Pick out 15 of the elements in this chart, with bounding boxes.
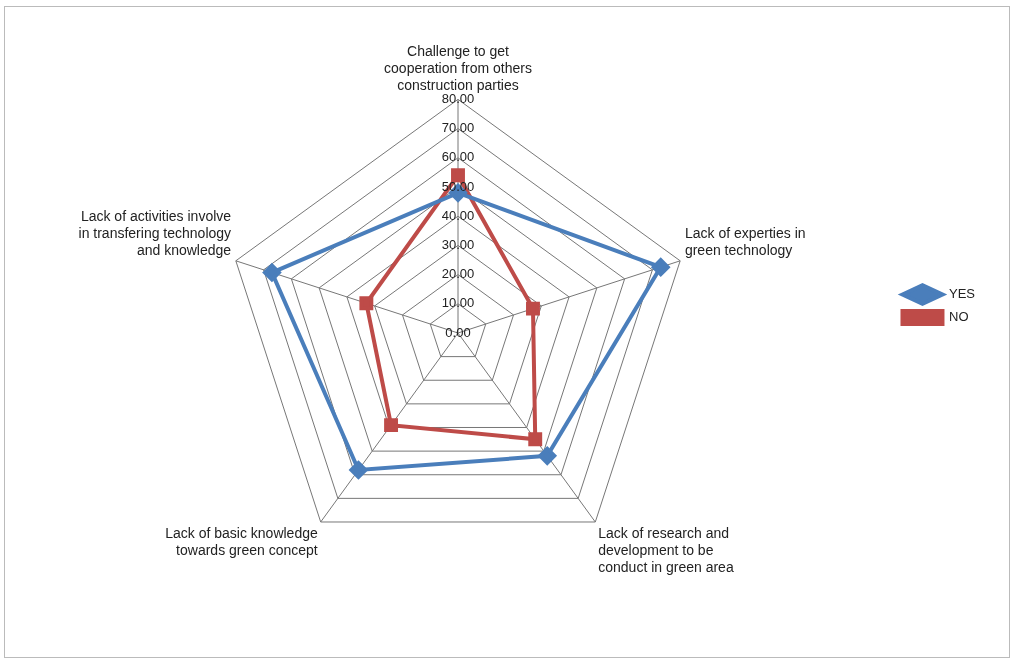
y-tick-label: 70.00 (441, 120, 475, 136)
y-tick-label: 40.00 (441, 207, 475, 223)
y-tick-label: 30.00 (441, 236, 475, 252)
legend-label: YES (948, 286, 976, 302)
y-tick-label: 60.00 (441, 149, 475, 165)
spoke-label: Lack of activities involve in transfering technology and knowledge (78, 208, 232, 258)
spoke-label: Lack of experties in green technology (684, 224, 806, 258)
legend-label: NO (948, 309, 969, 325)
spoke-label: Lack of research and development to be conduct in green area (598, 525, 734, 575)
y-tick-label: 0.00 (445, 324, 471, 340)
y-tick-label: 20.00 (441, 266, 475, 282)
y-tick-label: 10.00 (441, 295, 475, 311)
spoke-label: Lack of basic knowledge towards green concept (165, 525, 318, 559)
spoke-label: Challenge to get cooperation from others construction parties (384, 43, 532, 93)
y-tick-label: 80.00 (441, 90, 475, 106)
